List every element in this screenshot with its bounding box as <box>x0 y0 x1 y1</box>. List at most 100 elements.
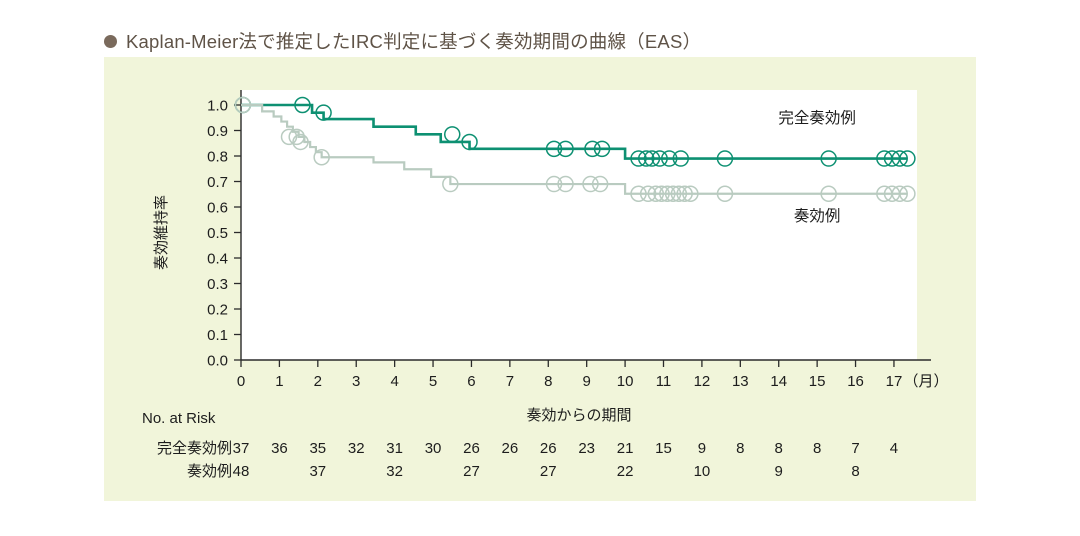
censor-mark <box>820 185 837 202</box>
risk-cell: 10 <box>694 463 711 480</box>
y-tick-label: 0.1 <box>207 327 228 344</box>
risk-cell: 22 <box>617 463 634 480</box>
censor-mark <box>637 150 655 167</box>
censor-mark <box>643 150 661 167</box>
censor-mark <box>591 175 609 193</box>
censor-mark <box>294 96 311 114</box>
risk-cell: 27 <box>540 463 557 480</box>
y-tick-label: 0.2 <box>207 302 228 319</box>
y-tick-label: 0.3 <box>207 276 228 293</box>
y-tick-label: 1.0 <box>207 98 228 115</box>
censor-mark <box>899 185 916 202</box>
plot-area-background <box>241 90 917 360</box>
risk-cell: 48 <box>233 463 250 480</box>
risk-table-heading: No. at Risk <box>142 410 216 427</box>
censor-mark <box>545 140 563 158</box>
risk-cell: 7 <box>851 440 859 457</box>
y-axis-title: 奏効維持率 <box>153 195 170 270</box>
risk-cell: 21 <box>617 440 634 457</box>
censor-mark <box>545 175 563 193</box>
series-label-1: 奏効例 <box>794 207 841 225</box>
x-tick-label: 17 <box>886 373 903 390</box>
risk-cell: 37 <box>233 440 250 457</box>
censor-mark <box>234 96 252 114</box>
x-tick-label: 2 <box>314 373 322 390</box>
censor-mark <box>716 185 734 202</box>
x-tick-label: 6 <box>467 373 475 390</box>
censor-mark <box>639 185 657 202</box>
series-label-0: 完全奏効例 <box>778 109 856 127</box>
kaplan-meier-chart: 0.00.10.20.30.40.50.60.70.80.91.00 1 2 3 4 5 6… <box>142 90 948 480</box>
censor-mark <box>899 150 916 167</box>
risk-cell: 23 <box>578 440 595 457</box>
km-curve-0 <box>241 103 908 160</box>
censor-mark <box>313 149 330 166</box>
censor-mark <box>593 140 611 158</box>
censor-mark <box>630 185 647 202</box>
risk-cell: 37 <box>309 463 326 480</box>
y-tick-label: 0.5 <box>207 225 228 242</box>
censor-mark <box>582 175 599 193</box>
x-tick-label: 9 <box>583 373 591 390</box>
risk-cell: 8 <box>775 440 783 457</box>
page-title: Kaplan-Meier法で推定したIRC判定に基づく奏効期間の曲線（EAS） <box>126 31 702 52</box>
censor-mark <box>664 185 682 202</box>
x-tick-label: 10 <box>617 373 634 390</box>
x-tick-label: 5 <box>429 373 437 390</box>
chart-card: 0.0 0.1 0.2 0.3 0.4 0.5 0.6 0.7 0.8 0.9 1.0 0 1 2 3 4 5 6… <box>104 57 976 501</box>
x-tick-label: 4 <box>390 373 398 390</box>
censor-mark <box>584 140 601 158</box>
censor-mark <box>716 150 734 167</box>
risk-cell: 4 <box>890 440 898 457</box>
y-tick-label: 0.9 <box>207 123 228 140</box>
censor-mark <box>288 128 305 146</box>
censor-mark <box>661 150 678 167</box>
risk-cell: 26 <box>463 440 480 457</box>
censor-mark <box>672 150 690 167</box>
censor-mark <box>315 104 332 121</box>
x-tick-label: 15 <box>809 373 826 390</box>
x-tick-label: 14 <box>770 373 787 390</box>
risk-cell: 8 <box>813 440 821 457</box>
censor-mark <box>670 185 688 202</box>
risk-cell: 9 <box>775 463 783 480</box>
censor-mark <box>630 150 647 167</box>
risk-row-label: 完全奏効例 <box>157 440 232 457</box>
x-axis-title: 奏効からの期間 <box>526 407 631 424</box>
km-curve-1 <box>241 103 908 195</box>
risk-cell: 35 <box>309 440 326 457</box>
x-tick-label: 3 <box>352 373 360 390</box>
chart-title-row: Kaplan-Meier法で推定したIRC判定に基づく奏効期間の曲線（EAS） <box>104 28 701 54</box>
x-tick-label: 0 <box>237 373 245 390</box>
x-tick-label: 11 <box>656 373 672 390</box>
risk-cell: 36 <box>271 440 288 457</box>
risk-cell: 32 <box>386 463 403 480</box>
censor-mark <box>442 175 459 193</box>
risk-cell: 8 <box>851 463 859 480</box>
x-tick-label: 8 <box>544 373 552 390</box>
censor-mark <box>461 133 478 151</box>
censor-mark <box>653 185 670 202</box>
censor-mark <box>682 185 699 202</box>
censor-mark <box>292 133 309 151</box>
risk-cell: 15 <box>655 440 672 457</box>
bullet-icon <box>104 34 117 48</box>
risk-cell: 26 <box>502 440 519 457</box>
y-tick-label: 0.0 <box>207 353 228 370</box>
x-tick-label: 7 <box>506 373 514 390</box>
risk-cell: 27 <box>463 463 480 480</box>
risk-cell: 31 <box>386 440 403 457</box>
censor-mark <box>280 128 298 146</box>
censor-mark <box>651 150 668 167</box>
x-tick-label: 12 <box>694 373 711 390</box>
x-tick-label: 13 <box>732 373 749 390</box>
censor-mark <box>891 150 908 167</box>
censor-mark <box>647 185 665 202</box>
risk-cell: 8 <box>736 440 744 457</box>
risk-row-label: 奏効例 <box>187 463 232 480</box>
censor-mark <box>444 126 461 143</box>
x-tick-label: 1 <box>275 373 283 390</box>
censor-mark <box>891 185 908 202</box>
censor-mark <box>659 185 676 202</box>
